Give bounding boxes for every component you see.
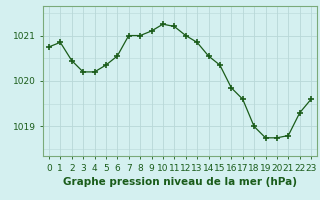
- X-axis label: Graphe pression niveau de la mer (hPa): Graphe pression niveau de la mer (hPa): [63, 177, 297, 187]
